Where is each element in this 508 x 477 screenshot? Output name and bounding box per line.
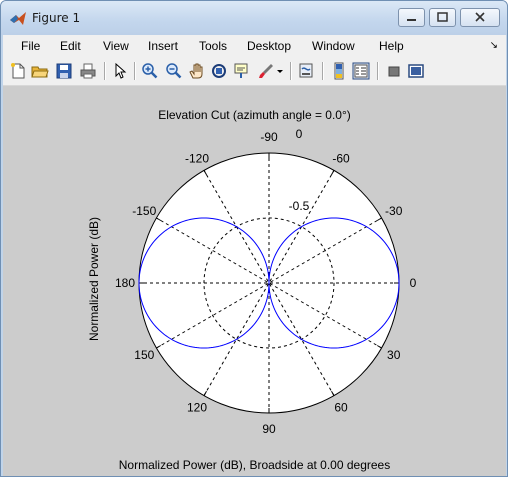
rotate-3d-icon[interactable]	[210, 62, 228, 80]
new-figure-icon[interactable]	[9, 62, 27, 80]
polar-spoke	[203, 170, 335, 396]
angle-label: 30	[387, 348, 401, 362]
toolbar-separator	[104, 62, 106, 80]
toolbar-separator	[134, 62, 136, 80]
x-axis-label: Normalized Power (dB), Broadside at 0.00…	[118, 458, 391, 472]
polar-tick	[377, 345, 382, 349]
save-icon[interactable]	[55, 62, 73, 80]
show-plot-tools-icon[interactable]	[407, 62, 425, 80]
menu-view[interactable]: View	[103, 39, 129, 53]
polar-spoke	[156, 217, 382, 349]
maximize-button[interactable]	[429, 8, 456, 27]
angle-label: 90	[262, 422, 276, 436]
polar-spoke	[203, 170, 335, 396]
angle-label: -120	[185, 151, 209, 165]
matlab-logo-icon	[10, 12, 26, 25]
menu-help[interactable]: Help	[379, 39, 404, 53]
window-title: Figure 1	[32, 11, 81, 25]
menu-dock-arrow-icon[interactable]: ↘	[489, 40, 498, 51]
angle-label: -60	[332, 151, 350, 165]
ring-label: -0.5	[289, 199, 310, 213]
menu-file[interactable]: File	[21, 39, 41, 53]
data-cursor-icon[interactable]	[233, 62, 251, 80]
toolbar-separator	[290, 62, 292, 80]
polar-tick	[377, 217, 382, 221]
menu-desktop[interactable]: Desktop	[247, 39, 292, 53]
angle-label: 120	[187, 401, 207, 415]
angle-label: 180	[115, 276, 135, 290]
figure-toolbar	[3, 57, 506, 86]
toolbar-separator	[377, 62, 379, 80]
link-plot-icon[interactable]	[297, 62, 315, 80]
zoom-in-icon[interactable]	[141, 62, 159, 80]
title-bar[interactable]: Figure 1	[1, 1, 507, 35]
menu-insert[interactable]: Insert	[148, 39, 179, 53]
polar-spoke	[156, 217, 382, 349]
toolbar-separator	[322, 62, 324, 80]
angle-label: -150	[132, 204, 156, 218]
plot-title: Elevation Cut (azimuth angle = 0.0°)	[158, 108, 351, 122]
polar-tick	[156, 345, 161, 349]
pattern-line	[138, 217, 400, 349]
hide-plot-tools-icon[interactable]	[385, 62, 403, 80]
polar-tick	[203, 170, 207, 175]
polar-tick	[156, 217, 161, 221]
zoom-out-icon[interactable]	[165, 62, 183, 80]
colorbar-icon[interactable]	[330, 62, 348, 80]
angle-label: -90	[260, 130, 278, 144]
angle-label: 60	[334, 401, 348, 415]
minimize-button[interactable]	[398, 8, 425, 27]
polar-tick	[331, 391, 335, 396]
y-axis-label: Normalized Power (dB)	[87, 216, 101, 342]
angle-label: -30	[385, 204, 403, 218]
menu-edit[interactable]: Edit	[60, 39, 81, 53]
brush-dropdown-icon[interactable]	[275, 62, 285, 80]
angle-label: 150	[134, 348, 154, 362]
legend-icon[interactable]	[352, 62, 370, 80]
open-file-icon[interactable]	[31, 62, 49, 80]
menu-window[interactable]: Window	[312, 39, 355, 53]
polar-grid-ring	[203, 217, 335, 349]
polar-tick	[203, 391, 207, 396]
menu-bar: File Edit View Insert Tools Desktop Wind…	[3, 35, 506, 57]
pan-hand-icon[interactable]	[188, 62, 206, 80]
figure-canvas[interactable]: Elevation Cut (azimuth angle = 0.0°) -90…	[3, 86, 506, 476]
polar-plot[interactable]: -90 -60 -30 0 30 60 90 120 150 180 -150 -120 0 -0.5	[3, 118, 506, 458]
pointer-arrow-icon[interactable]	[111, 62, 129, 80]
brush-icon[interactable]	[257, 62, 275, 80]
angle-label: 0	[410, 276, 417, 290]
menu-tools[interactable]: Tools	[199, 39, 228, 53]
close-button[interactable]	[460, 8, 500, 27]
print-icon[interactable]	[79, 62, 97, 80]
polar-tick	[331, 170, 335, 175]
top-zero-label: 0	[296, 127, 303, 141]
